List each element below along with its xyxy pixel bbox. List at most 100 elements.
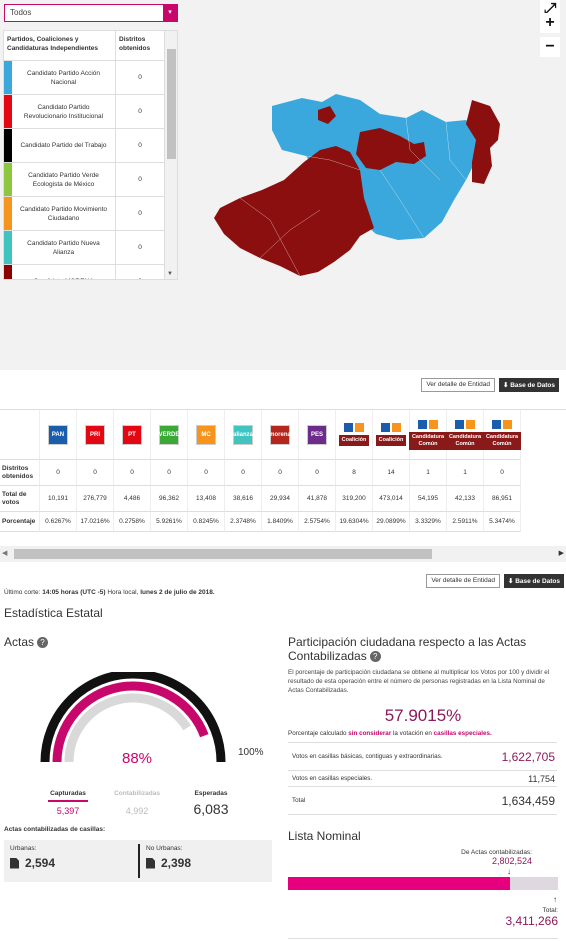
capturadas-label: Capturadas <box>50 790 86 797</box>
gauge-captured-arc <box>52 681 209 763</box>
coalition-logos <box>381 423 401 432</box>
document-icon <box>10 857 19 869</box>
party-result-column: VERDE 0 96,362 5.9261% <box>151 410 188 532</box>
nominal-counted: De Actas contabilizadas: 2,802,524 <box>461 849 532 866</box>
logo-header-spacer <box>0 410 40 460</box>
note-b: sin considerar <box>348 730 392 737</box>
scroll-right-arrow-icon[interactable]: ▶ <box>558 550 564 557</box>
party-districts: 0 <box>116 265 164 279</box>
party-row[interactable]: Candidato Partido Revolucionario Institu… <box>4 95 177 129</box>
party-filter-select[interactable]: Todos ▾ <box>4 4 178 22</box>
party-districts-cell: 0 <box>299 460 336 486</box>
party-result-column: PES 0 41,878 2.5754% <box>299 410 336 532</box>
zoom-in-button[interactable]: + <box>540 13 560 33</box>
contabilizadas-value: 4,992 <box>125 806 149 816</box>
map-region-red-west[interactable] <box>214 146 374 276</box>
nominal-counted-label: De Actas contabilizadas: <box>461 849 532 856</box>
party-result-column: alianza 0 38,616 2.3748% <box>225 410 262 532</box>
map-region-red-north[interactable] <box>318 106 336 124</box>
party-votes-cell: 54,195 <box>410 486 447 512</box>
party-result-column: Candidatura Común 0 86,951 5.3474% <box>482 410 522 532</box>
party-table-scrollbar[interactable]: ▼ <box>164 31 177 279</box>
database-button-label-2: Base de Datos <box>515 578 560 585</box>
party-districts-table: Partidos, Coaliciones y Candidaturas Ind… <box>3 30 178 280</box>
results-row-labels: Distritos obtenidos Total de votos Porcent… <box>0 410 40 532</box>
party-logo-icon: MC <box>196 424 216 445</box>
entity-detail-button-2[interactable]: Ver detalle de Entidad <box>426 574 500 588</box>
party-color-swatch <box>4 129 12 162</box>
database-button-2[interactable]: ⬇ Base de Datos <box>503 574 564 588</box>
party-districts: 0 <box>138 176 142 183</box>
party-row[interactable]: Candidato Partido Movimiento Ciudadano 0 <box>4 197 177 231</box>
party-districts-cell: 0 <box>40 460 77 486</box>
casillas-title: Actas contabilizadas de casillas: <box>4 826 106 833</box>
party-logo-icon: PT <box>122 424 142 445</box>
stat-esperadas: Esperadas 6,083 <box>186 790 236 817</box>
party-result-column: Candidatura Común 1 54,195 3.3329% <box>408 410 448 532</box>
state-district-map[interactable] <box>210 90 505 290</box>
cut-prefix: Último corte: <box>4 589 41 596</box>
party-color-swatch <box>4 95 12 128</box>
party-row[interactable]: Candidato Partido del Trabajo 0 <box>4 129 177 163</box>
coalition-badge: Candidatura Común <box>482 431 522 450</box>
party-districts: 0 <box>138 142 142 149</box>
capturadas-value: 5,397 <box>56 806 80 816</box>
nominal-total-label: Total: <box>542 907 558 914</box>
party-logo-icon: VERDE <box>159 424 179 445</box>
database-button[interactable]: ⬇ Base de Datos <box>498 378 559 392</box>
party-logo-icon: alianza <box>233 424 253 445</box>
party-logo-cell: VERDE <box>151 410 188 460</box>
cut-time: 14:05 horas (UTC -5) <box>42 589 106 596</box>
hscroll-thumb[interactable] <box>14 549 432 559</box>
nominal-counted-value: 2,802,524 <box>491 856 532 866</box>
party-name: Candidato Partido del Trabajo <box>12 129 116 162</box>
scroll-down-arrow-icon[interactable]: ▼ <box>167 271 173 277</box>
party-logo-cell: PRI <box>77 410 114 460</box>
esperadas-label: Esperadas <box>194 790 228 797</box>
party-row[interactable]: Candidato Partido Nueva Alianza 0 <box>4 231 177 265</box>
party-name: Candidato Partido Verde Ecologista de Mé… <box>12 163 116 196</box>
state-statistics-title: Estadística Estatal <box>4 606 103 620</box>
contabilizadas-label: Contabilizadas <box>114 790 160 797</box>
party-color-swatch <box>4 61 12 94</box>
scrollbar-thumb[interactable] <box>167 49 176 159</box>
divider <box>288 938 558 939</box>
party-percent-cell: 3.3329% <box>410 512 447 532</box>
party-row[interactable]: Candidato Partido Verde Ecologista de Mé… <box>4 163 177 197</box>
note-d: casillas especiales. <box>433 730 492 737</box>
party-votes-cell: 4,486 <box>114 486 151 512</box>
nominal-total-value: 3,411,266 <box>505 914 559 928</box>
party-districts-cell: 0 <box>484 460 521 486</box>
party-logo-cell: PES <box>299 410 336 460</box>
zoom-out-button[interactable]: − <box>540 37 560 57</box>
party-districts-cell: 0 <box>114 460 151 486</box>
party-votes-cell: 473,014 <box>373 486 410 512</box>
map-region-red-center[interactable] <box>356 128 426 170</box>
party-result-column: Coalición 8 319,200 19.6304% <box>336 410 373 532</box>
party-logo-cell: Candidatura Común <box>408 410 448 460</box>
no-urbanas-value: 2,398 <box>161 856 192 870</box>
coalition-logos <box>418 419 438 429</box>
party-districts-cell: 8 <box>336 460 373 486</box>
party-votes-cell: 276,779 <box>77 486 114 512</box>
party-row[interactable]: Candidato Partido Acción Nacional 0 <box>4 61 177 95</box>
party-districts: 0 <box>138 244 142 251</box>
map-region-red-east[interactable] <box>466 100 500 184</box>
scroll-left-arrow-icon[interactable]: ◀ <box>2 550 8 557</box>
party-result-column: PT 0 4,486 0.2758% <box>114 410 151 532</box>
cut-date: lunes 2 de julio de 2018. <box>140 589 215 596</box>
database-button-label: Base de Datos <box>510 382 555 389</box>
no-urbanas-label: No Urbanas: <box>146 845 183 852</box>
entity-detail-button[interactable]: Ver detalle de Entidad <box>421 378 495 392</box>
votes-row-value: 11,754 <box>528 773 555 784</box>
help-icon[interactable]: ? <box>37 637 49 648</box>
help-icon[interactable]: ? <box>369 651 381 662</box>
party-percent-cell: 0.6267% <box>40 512 77 532</box>
chevron-down-icon[interactable]: ▾ <box>163 5 177 21</box>
party-logo-cell: PT <box>114 410 151 460</box>
party-row[interactable]: Candidato MORENA0 <box>4 265 177 279</box>
results-horizontal-scrollbar[interactable]: ◀ ▶ <box>0 546 566 562</box>
party-result-column: Coalición 14 473,014 29.0899% <box>373 410 410 532</box>
votes-row-label: Votos en casillas básicas, contiguas y e… <box>292 753 443 760</box>
party-percent-cell: 17.0216% <box>77 512 114 532</box>
